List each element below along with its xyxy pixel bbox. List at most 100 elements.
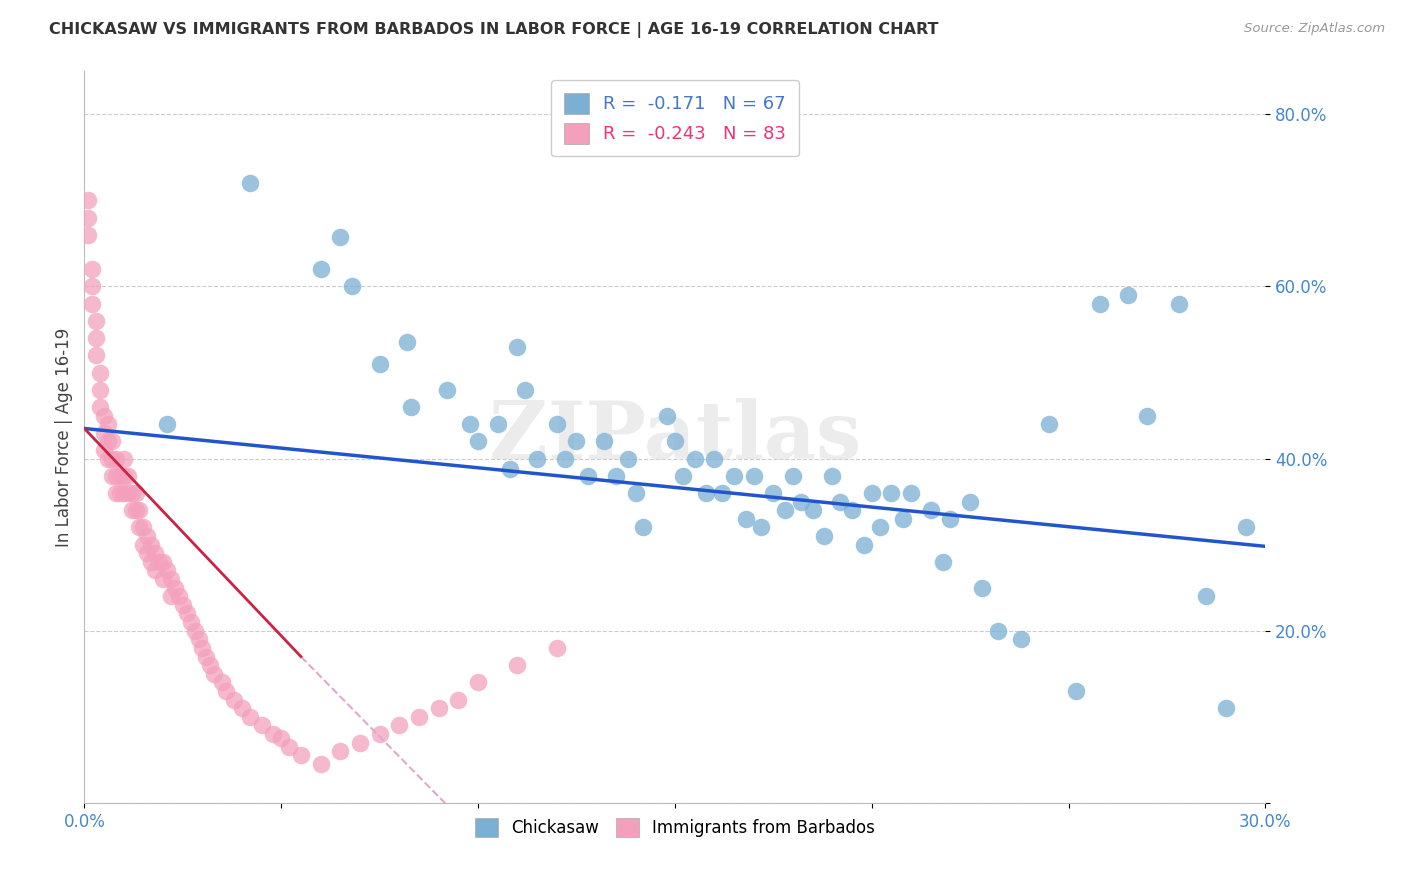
Point: [565, 434, 588, 449]
Text: Source: ZipAtlas.com: Source: ZipAtlas.com: [1244, 22, 1385, 36]
Point: [869, 520, 891, 534]
Point: [172, 598, 194, 612]
Point: [89, 400, 111, 414]
Point: [546, 417, 568, 432]
Point: [200, 658, 222, 673]
Point: [101, 451, 124, 466]
Legend: Chickasaw, Immigrants from Barbados: Chickasaw, Immigrants from Barbados: [467, 810, 883, 846]
Point: [290, 748, 312, 763]
Point: [167, 589, 190, 603]
Point: [396, 335, 419, 350]
Point: [987, 624, 1010, 638]
Point: [427, 701, 450, 715]
Point: [773, 503, 796, 517]
Point: [89, 383, 111, 397]
Point: [782, 468, 804, 483]
Point: [329, 744, 352, 758]
Y-axis label: In Labor Force | Age 16-19: In Labor Force | Age 16-19: [55, 327, 73, 547]
Point: [211, 675, 233, 690]
Point: [101, 468, 124, 483]
Point: [624, 486, 647, 500]
Point: [931, 555, 953, 569]
Point: [970, 581, 993, 595]
Point: [860, 486, 883, 500]
Point: [821, 468, 844, 483]
Point: [605, 468, 627, 483]
Point: [176, 607, 198, 621]
Point: [104, 486, 127, 500]
Text: ZIPatlas: ZIPatlas: [489, 398, 860, 476]
Point: [329, 229, 352, 244]
Point: [82, 262, 104, 277]
Point: [128, 503, 150, 517]
Point: [841, 503, 863, 517]
Point: [695, 486, 717, 500]
Point: [160, 572, 183, 586]
Point: [852, 538, 875, 552]
Point: [576, 468, 599, 483]
Point: [108, 468, 131, 483]
Point: [458, 417, 481, 432]
Point: [136, 546, 159, 560]
Point: [1136, 409, 1159, 423]
Point: [84, 348, 107, 362]
Point: [156, 417, 179, 432]
Point: [742, 468, 765, 483]
Point: [84, 314, 107, 328]
Point: [1234, 520, 1257, 534]
Point: [515, 383, 537, 397]
Point: [1038, 417, 1060, 432]
Point: [117, 468, 139, 483]
Point: [790, 494, 813, 508]
Point: [152, 572, 174, 586]
Point: [1010, 632, 1032, 647]
Point: [187, 632, 209, 647]
Point: [152, 555, 174, 569]
Point: [672, 468, 695, 483]
Point: [202, 666, 225, 681]
Point: [506, 658, 529, 673]
Point: [340, 279, 363, 293]
Point: [959, 494, 981, 508]
Point: [93, 425, 115, 440]
Point: [77, 211, 100, 225]
Point: [349, 735, 371, 749]
Point: [939, 512, 962, 526]
Point: [447, 692, 470, 706]
Point: [143, 546, 166, 560]
Point: [498, 462, 520, 476]
Point: [900, 486, 922, 500]
Text: CHICKASAW VS IMMIGRANTS FROM BARBADOS IN LABOR FORCE | AGE 16-19 CORRELATION CHA: CHICKASAW VS IMMIGRANTS FROM BARBADOS IN…: [49, 22, 939, 38]
Point: [231, 701, 253, 715]
Point: [82, 279, 104, 293]
Point: [751, 520, 773, 534]
Point: [112, 451, 135, 466]
Point: [77, 227, 100, 242]
Point: [546, 640, 568, 655]
Point: [664, 434, 686, 449]
Point: [104, 468, 127, 483]
Point: [554, 451, 576, 466]
Point: [84, 331, 107, 345]
Point: [215, 684, 238, 698]
Point: [655, 409, 678, 423]
Point: [97, 434, 120, 449]
Point: [408, 710, 430, 724]
Point: [1088, 296, 1111, 310]
Point: [506, 340, 529, 354]
Point: [104, 451, 127, 466]
Point: [250, 718, 273, 732]
Point: [593, 434, 616, 449]
Point: [141, 555, 163, 569]
Point: [762, 486, 785, 500]
Point: [93, 442, 115, 457]
Point: [124, 503, 146, 517]
Point: [148, 555, 170, 569]
Point: [711, 486, 734, 500]
Point: [880, 486, 903, 500]
Point: [1167, 296, 1189, 310]
Point: [801, 503, 824, 517]
Point: [156, 564, 179, 578]
Point: [195, 649, 218, 664]
Point: [77, 194, 100, 208]
